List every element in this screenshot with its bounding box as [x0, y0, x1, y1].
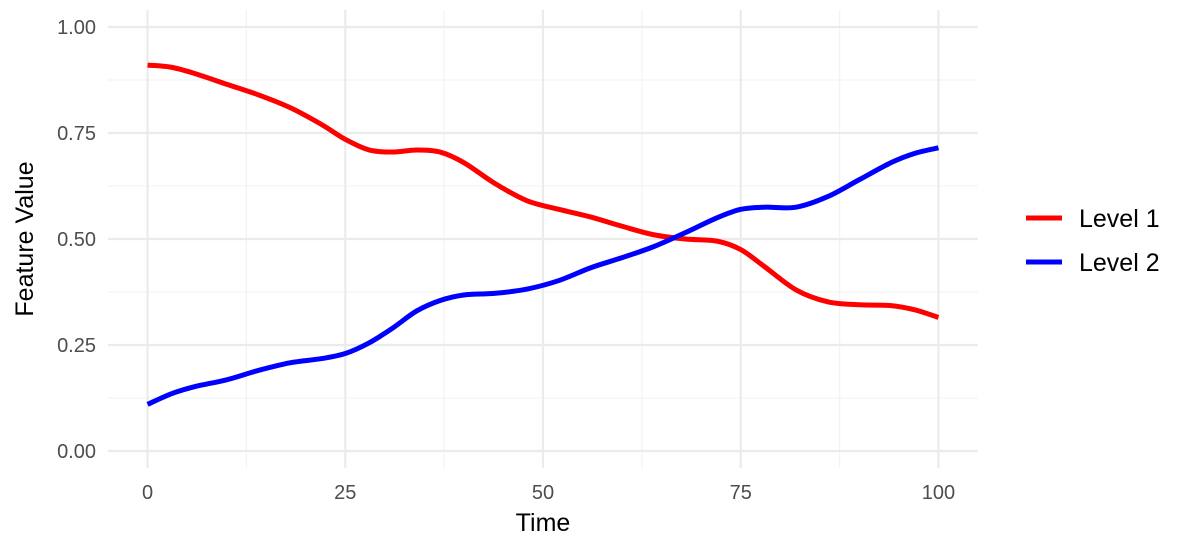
y-tick-label: 1.00	[57, 17, 96, 39]
x-axis-title: Time	[516, 509, 571, 537]
x-tick-label: 50	[532, 482, 554, 504]
grid	[108, 10, 978, 468]
legend-label-2: Level 2	[1079, 249, 1160, 277]
y-tick-label: 0.25	[57, 335, 96, 357]
series-line-1	[147, 62, 940, 320]
legend-label-1: Level 1	[1079, 205, 1160, 233]
x-axis-ticks: 0 25 50 75 100	[142, 482, 955, 504]
y-axis-title: Feature Value	[11, 161, 39, 316]
y-tick-label: 0.00	[57, 441, 96, 463]
x-tick-label: 25	[334, 482, 356, 504]
y-axis-ticks: 0.00 0.25 0.50 0.75 1.00	[57, 17, 96, 463]
y-tick-label: 0.50	[57, 229, 96, 251]
series-lines	[146, 62, 940, 407]
x-tick-label: 0	[142, 482, 153, 504]
x-tick-label: 75	[730, 482, 752, 504]
x-tick-label: 100	[922, 482, 955, 504]
series-line-2	[146, 145, 940, 407]
legend: Level 1 Level 2	[1026, 205, 1160, 277]
y-tick-label: 0.75	[57, 123, 96, 145]
